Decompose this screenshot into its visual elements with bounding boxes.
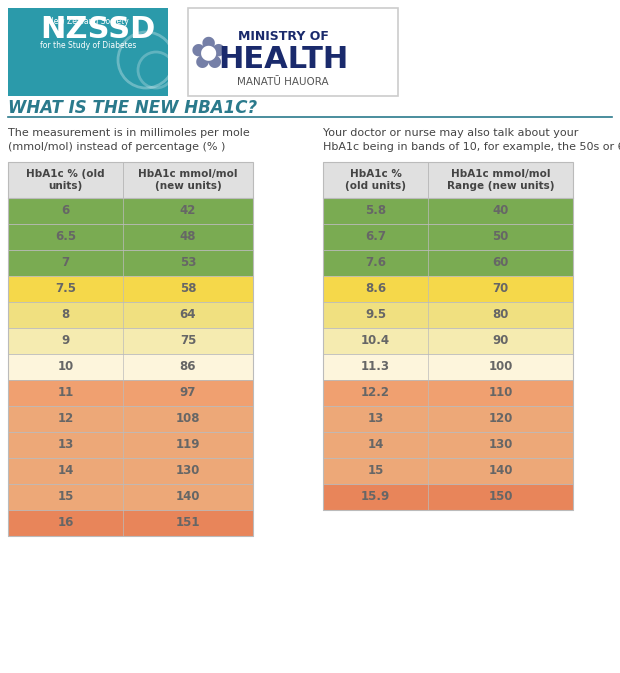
FancyBboxPatch shape [8, 510, 253, 536]
Text: HbA1c %
(old units): HbA1c % (old units) [345, 169, 406, 191]
FancyBboxPatch shape [323, 380, 573, 406]
Text: Your doctor or nurse may also talk about your
HbA1c being in bands of 10, for ex: Your doctor or nurse may also talk about… [323, 128, 620, 152]
Text: The measurement is in millimoles per mole
(mmol/mol) instead of percentage (% ): The measurement is in millimoles per mol… [8, 128, 250, 152]
Text: 60: 60 [492, 256, 508, 269]
Text: 7: 7 [61, 256, 69, 269]
Text: HEALTH: HEALTH [218, 46, 348, 75]
Text: HbA1c mmol/mol
(new units): HbA1c mmol/mol (new units) [138, 169, 237, 191]
Text: 7.5: 7.5 [55, 283, 76, 295]
Text: NZSSD: NZSSD [40, 15, 156, 44]
Text: 6: 6 [61, 205, 69, 217]
Text: 13: 13 [368, 413, 384, 425]
Text: 130: 130 [489, 439, 513, 452]
FancyBboxPatch shape [323, 484, 573, 510]
Text: 6.5: 6.5 [55, 230, 76, 244]
Text: 6.7: 6.7 [365, 230, 386, 244]
FancyBboxPatch shape [323, 250, 573, 276]
Text: 40: 40 [492, 205, 508, 217]
FancyBboxPatch shape [8, 162, 253, 198]
Text: 11: 11 [58, 386, 74, 400]
Text: 120: 120 [489, 413, 513, 425]
Text: 119: 119 [175, 439, 200, 452]
Text: 50: 50 [492, 230, 508, 244]
Text: MANATŪ HAUORA: MANATŪ HAUORA [237, 77, 329, 87]
FancyBboxPatch shape [8, 432, 253, 458]
FancyBboxPatch shape [8, 198, 253, 224]
Text: WHAT IS THE NEW HBA1C?: WHAT IS THE NEW HBA1C? [8, 99, 257, 117]
FancyBboxPatch shape [323, 162, 573, 198]
Text: 140: 140 [175, 491, 200, 503]
FancyBboxPatch shape [8, 354, 253, 380]
Text: 15: 15 [367, 464, 384, 478]
Text: 14: 14 [367, 439, 384, 452]
FancyBboxPatch shape [8, 302, 253, 328]
Text: HbA1c % (old
units): HbA1c % (old units) [26, 169, 105, 191]
Text: 10: 10 [58, 361, 74, 374]
Text: 14: 14 [57, 464, 74, 478]
Text: 108: 108 [175, 413, 200, 425]
FancyBboxPatch shape [323, 406, 573, 432]
FancyBboxPatch shape [188, 8, 398, 96]
Text: 8: 8 [61, 308, 69, 322]
Text: 11.3: 11.3 [361, 361, 390, 374]
FancyBboxPatch shape [323, 198, 573, 224]
Text: 8.6: 8.6 [365, 283, 386, 295]
Text: 9.5: 9.5 [365, 308, 386, 322]
Text: 12.2: 12.2 [361, 386, 390, 400]
FancyBboxPatch shape [323, 432, 573, 458]
FancyBboxPatch shape [323, 354, 573, 380]
FancyBboxPatch shape [8, 276, 253, 302]
FancyBboxPatch shape [8, 8, 168, 96]
FancyBboxPatch shape [8, 328, 253, 354]
FancyBboxPatch shape [8, 250, 253, 276]
FancyBboxPatch shape [8, 484, 253, 510]
FancyBboxPatch shape [323, 276, 573, 302]
Text: 150: 150 [489, 491, 513, 503]
FancyBboxPatch shape [8, 224, 253, 250]
Text: 7.6: 7.6 [365, 256, 386, 269]
FancyBboxPatch shape [8, 406, 253, 432]
Text: 75: 75 [180, 334, 196, 347]
Text: 42: 42 [180, 205, 196, 217]
Text: 15: 15 [57, 491, 74, 503]
Text: 5.8: 5.8 [365, 205, 386, 217]
FancyBboxPatch shape [323, 328, 573, 354]
FancyBboxPatch shape [8, 458, 253, 484]
Text: 130: 130 [176, 464, 200, 478]
Text: 64: 64 [180, 308, 197, 322]
Text: ✿: ✿ [189, 34, 227, 77]
FancyBboxPatch shape [323, 458, 573, 484]
Text: 48: 48 [180, 230, 197, 244]
Text: 15.9: 15.9 [361, 491, 390, 503]
FancyBboxPatch shape [8, 380, 253, 406]
FancyBboxPatch shape [323, 302, 573, 328]
Text: 13: 13 [58, 439, 74, 452]
Text: MINISTRY OF: MINISTRY OF [237, 30, 329, 42]
Text: 100: 100 [489, 361, 513, 374]
Text: 9: 9 [61, 334, 69, 347]
Text: 90: 90 [492, 334, 508, 347]
Text: HbA1c mmol/mol
Range (new units): HbA1c mmol/mol Range (new units) [447, 169, 554, 191]
FancyBboxPatch shape [323, 224, 573, 250]
Text: 53: 53 [180, 256, 196, 269]
Text: 86: 86 [180, 361, 197, 374]
Text: 10.4: 10.4 [361, 334, 390, 347]
Text: 70: 70 [492, 283, 508, 295]
Text: for the Study of Diabetes: for the Study of Diabetes [40, 42, 136, 50]
Text: 110: 110 [489, 386, 513, 400]
Text: 151: 151 [175, 516, 200, 530]
Text: 58: 58 [180, 283, 197, 295]
Text: New Zealand Society: New Zealand Society [48, 17, 128, 26]
Text: 140: 140 [489, 464, 513, 478]
Text: 97: 97 [180, 386, 196, 400]
Text: 16: 16 [57, 516, 74, 530]
Text: 12: 12 [58, 413, 74, 425]
Text: 80: 80 [492, 308, 508, 322]
